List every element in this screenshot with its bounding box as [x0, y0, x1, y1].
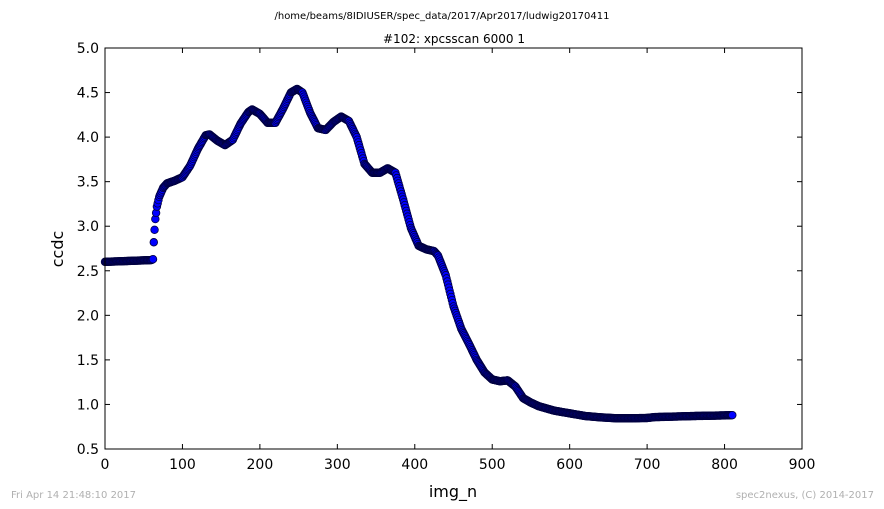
data-point: [149, 238, 158, 247]
footer-credit: spec2nexus, (C) 2014-2017: [736, 490, 874, 501]
y-tick-label: 2.0: [77, 308, 99, 324]
y-tick-label: 3.0: [77, 219, 99, 235]
file-path-title: /home/beams/8IDIUSER/spec_data/2017/Apr2…: [274, 11, 609, 22]
x-tick-label: 300: [324, 457, 351, 473]
data-point: [150, 225, 159, 234]
y-tick-label: 5.0: [77, 41, 99, 57]
data-points: [100, 84, 737, 423]
y-tick-label: 1.0: [77, 397, 99, 413]
x-axis-label: img_n: [429, 482, 477, 502]
x-tick-label: 100: [169, 457, 196, 473]
x-tick-label: 700: [634, 457, 661, 473]
x-tick-label: 400: [401, 457, 428, 473]
plot-frame: [104, 47, 803, 450]
y-tick-label: 0.5: [77, 442, 99, 458]
footer-timestamp: Fri Apr 14 21:48:10 2017: [11, 490, 136, 501]
x-tick-label: 900: [789, 457, 816, 473]
data-point: [148, 254, 158, 264]
y-tick-label: 2.5: [77, 264, 99, 280]
x-tick-label: 200: [247, 457, 274, 473]
y-axis: 0.5 1.0 1.5 2.0 2.5 3.0 3.5 4.0 4.5 5.0: [77, 41, 802, 458]
y-axis-label: ccdc: [48, 231, 67, 268]
x-tick-label: 800: [711, 457, 738, 473]
y-tick-label: 3.5: [77, 175, 99, 191]
x-tick-label: 600: [556, 457, 583, 473]
x-axis: 0 100 200 300 400 500 600 700 800 900: [101, 48, 816, 473]
y-tick-label: 4.0: [77, 130, 99, 146]
chart-title: #102: xpcsscan 6000 1: [383, 32, 525, 46]
y-tick-label: 1.5: [77, 353, 99, 369]
x-tick-label: 500: [479, 457, 506, 473]
y-tick-label: 4.5: [77, 86, 99, 102]
data-point: [728, 410, 737, 420]
x-tick-label: 0: [101, 457, 110, 473]
